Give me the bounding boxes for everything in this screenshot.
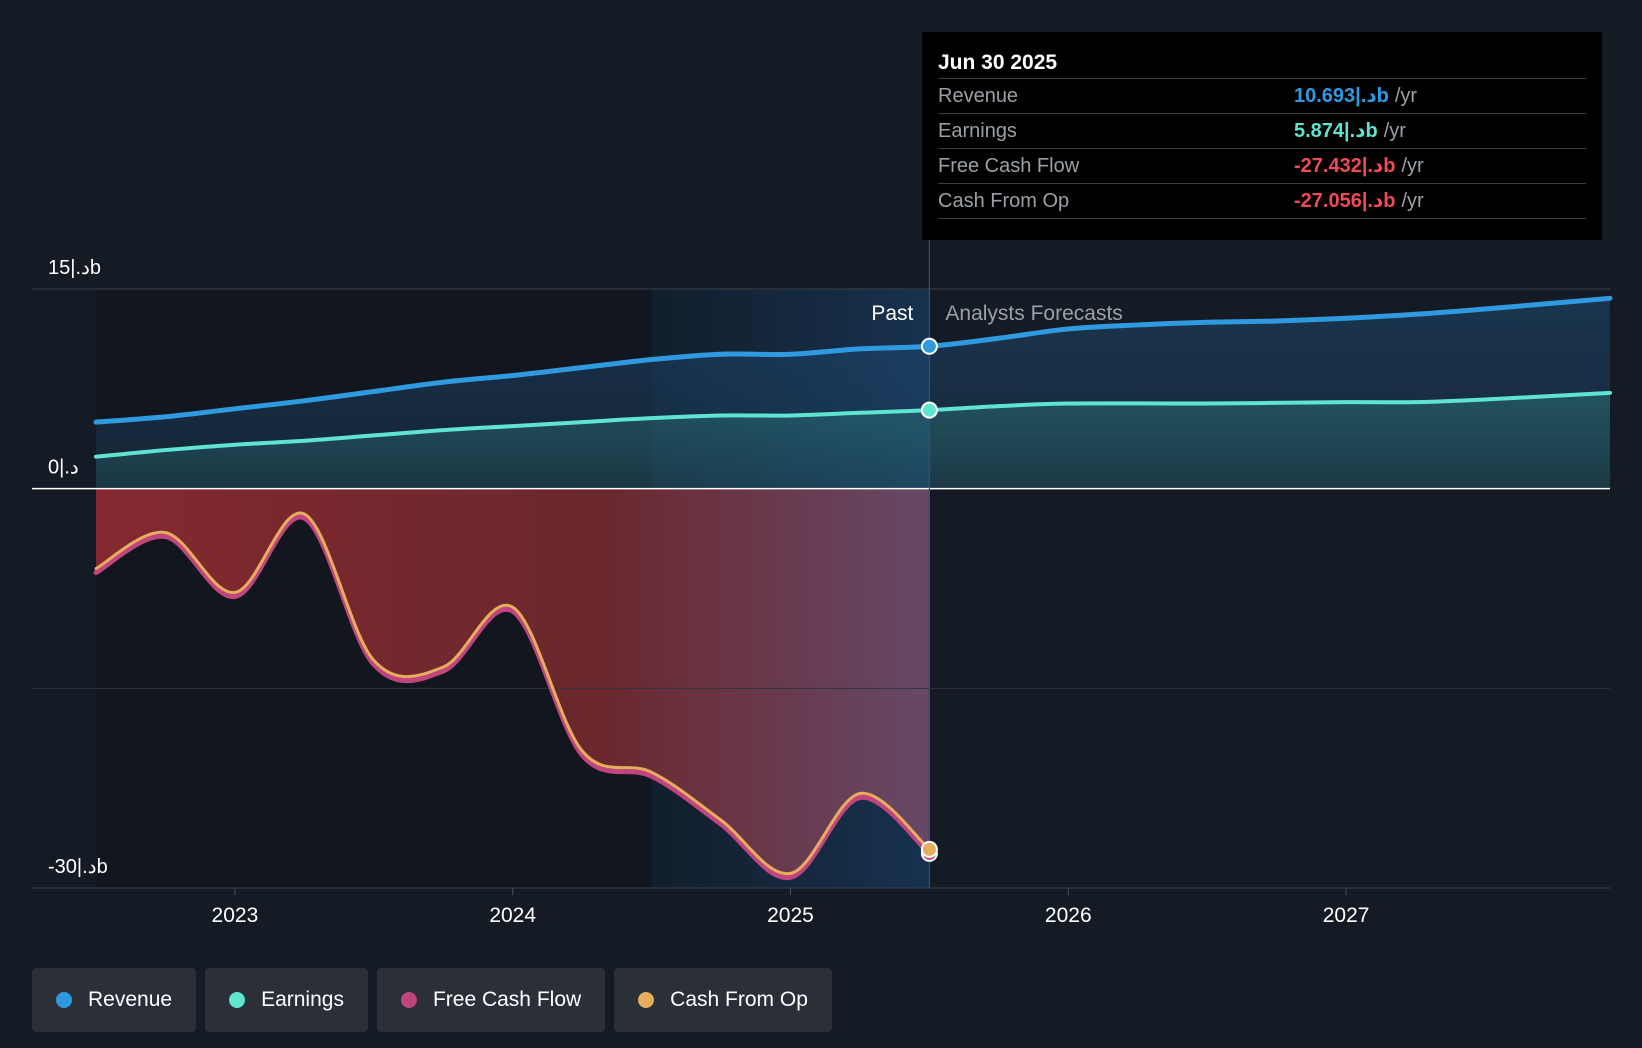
tooltip-row-unit: /yr	[1401, 155, 1424, 177]
tooltip-date: Jun 30 2025	[938, 51, 1058, 74]
legend: Revenue Earnings Free Cash Flow Cash From O…	[32, 968, 832, 1032]
tooltip-row-value: -27.432|.دb	[1294, 155, 1396, 177]
x-tick-label-4: 2027	[1323, 904, 1370, 927]
legend-label: Earnings	[261, 988, 344, 1011]
tooltip: Jun 30 2025 Revenue 10.693|.دb/yr Earnings…	[922, 32, 1602, 240]
tooltip-row-label: Earnings	[938, 120, 1017, 142]
tooltip-row: Earnings 5.874|.دb/yr	[938, 113, 1586, 148]
free-cash-flow-line	[93, 514, 932, 880]
legend-dot-icon	[638, 992, 655, 1008]
legend-label: Revenue	[88, 988, 173, 1011]
tooltip-row-label: Revenue	[938, 85, 1019, 107]
legend-item-free-cash-flow[interactable]: Free Cash Flow	[376, 968, 606, 1032]
x-tick-label-3: 2026	[1045, 904, 1092, 927]
y-axis-label-0: 15|.دb	[48, 257, 101, 279]
tooltip-row-value: 10.693|.دb	[1294, 85, 1389, 107]
revenue-line	[93, 295, 1613, 425]
tooltip-row-label: Free Cash Flow	[938, 155, 1080, 177]
legend-label: Free Cash Flow	[432, 988, 582, 1011]
legend-dot-icon	[229, 992, 246, 1008]
legend-label: Cash From Op	[670, 988, 808, 1011]
tooltip-row-value: 5.874|.دb	[1294, 120, 1378, 142]
y-axis-label-1: 0|.د	[48, 457, 79, 479]
x-tick-label-0: 2023	[212, 904, 259, 927]
earnings-marker	[920, 401, 938, 419]
legend-dot-icon	[400, 992, 417, 1008]
tooltip-row-unit: /yr	[1394, 85, 1418, 107]
tooltip-row-value: -27.056|.دb	[1294, 190, 1396, 212]
x-tick-label-1: 2024	[489, 904, 536, 927]
tooltip-row: Free Cash Flow -27.432|.دb/yr	[938, 148, 1586, 183]
earnings-line	[94, 390, 1612, 459]
x-tick-label-2: 2025	[767, 904, 814, 927]
cash-flow-area	[96, 488, 930, 874]
legend-item-earnings[interactable]: Earnings	[205, 968, 368, 1032]
revenue-marker	[920, 337, 938, 355]
cash-from-op-line	[94, 511, 931, 875]
cash-from-op-marker	[920, 840, 938, 858]
legend-item-revenue[interactable]: Revenue	[32, 968, 197, 1032]
past-label: Past	[871, 302, 913, 325]
y-axis-label-2: -30|.دb	[48, 856, 108, 878]
tooltip-row-label: Cash From Op	[938, 190, 1070, 212]
tooltip-row: Cash From Op -27.056|.دb/yr	[938, 183, 1586, 219]
earnings-area	[96, 392, 1610, 489]
legend-item-cash-from-op[interactable]: Cash From Op	[614, 968, 832, 1032]
legend-dot-icon	[56, 992, 72, 1008]
forecast-label: Analysts Forecasts	[945, 302, 1122, 325]
tooltip-row-unit: /yr	[1383, 120, 1406, 142]
tooltip-row-unit: /yr	[1401, 190, 1424, 212]
tooltip-row: Revenue 10.693|.دb/yr	[938, 78, 1586, 113]
